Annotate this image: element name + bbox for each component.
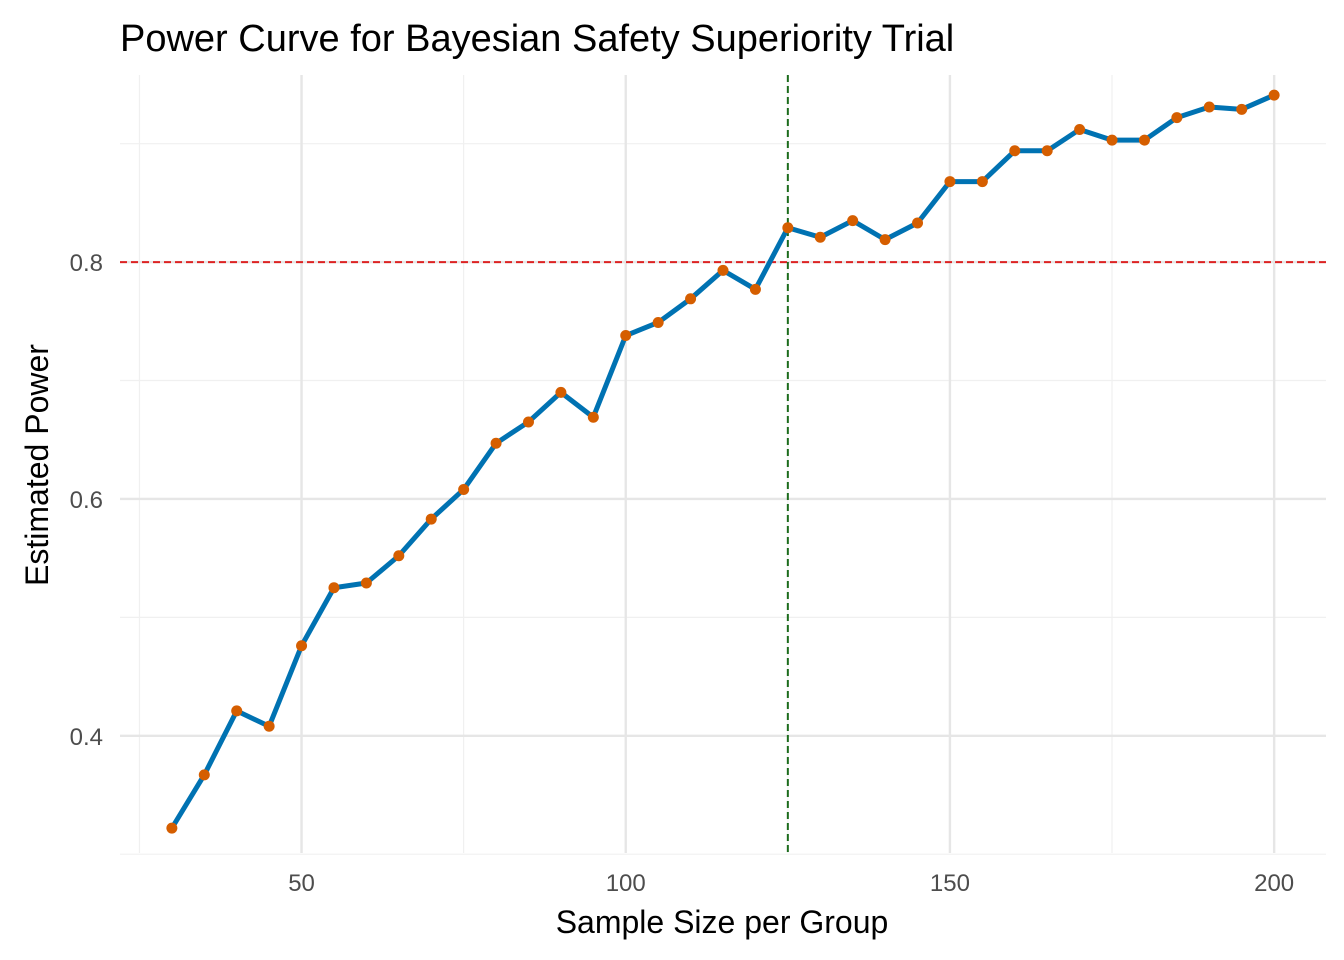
data-point [879, 234, 891, 246]
data-point [263, 720, 275, 732]
series-layer [166, 89, 1280, 834]
data-point [782, 222, 794, 234]
data-point [717, 264, 729, 276]
chart-title: Power Curve for Bayesian Safety Superior… [120, 18, 954, 60]
data-point [490, 437, 502, 449]
data-point [231, 705, 243, 717]
series-line [169, 92, 1277, 831]
data-point [522, 416, 534, 428]
data-point [1041, 145, 1053, 157]
data-point [620, 330, 632, 342]
data-point [1268, 89, 1280, 101]
data-point [166, 822, 178, 834]
y-tick-label: 0.4 [70, 724, 103, 751]
y-tick-label: 0.6 [70, 487, 103, 514]
x-tick-label: 100 [606, 870, 646, 897]
data-point [393, 550, 405, 562]
y-tick-label: 0.8 [70, 250, 103, 277]
data-point [685, 293, 697, 305]
data-point [652, 316, 664, 328]
reference-lines [120, 75, 1326, 853]
data-point [1009, 145, 1021, 157]
grid [120, 75, 1326, 855]
data-point [328, 582, 340, 594]
x-tick-label: 50 [288, 870, 315, 897]
data-point [1203, 101, 1215, 113]
data-point [587, 411, 599, 423]
data-point [1171, 112, 1183, 124]
data-point [425, 513, 437, 525]
x-tick-label: 200 [1254, 870, 1294, 897]
data-point [1106, 134, 1118, 146]
x-axis-title: Sample Size per Group [556, 904, 889, 940]
data-point [847, 215, 859, 227]
x-tick-labels: 50 100 150 200 [288, 870, 1294, 897]
data-point [1074, 123, 1086, 135]
data-point [1236, 103, 1248, 115]
data-point [976, 176, 988, 188]
data-point [1138, 134, 1150, 146]
data-point [458, 483, 470, 495]
data-point [555, 386, 567, 398]
data-point [360, 577, 372, 589]
data-point [944, 176, 956, 188]
y-axis-title: Estimated Power [19, 344, 55, 586]
x-tick-label: 150 [930, 870, 970, 897]
data-point [296, 640, 308, 652]
data-point [749, 283, 761, 295]
y-tick-labels: 0.4 0.6 0.8 [70, 250, 103, 751]
data-point [912, 217, 924, 229]
data-point [814, 231, 826, 243]
data-point [198, 769, 210, 781]
